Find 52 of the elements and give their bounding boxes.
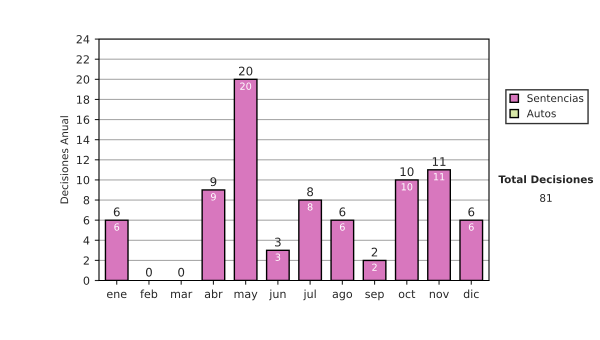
total-label: 6 [468, 207, 474, 216]
y-tick-label: 14 [77, 136, 90, 144]
total-label: 10 [400, 167, 414, 176]
y-tick-label: 4 [83, 236, 90, 244]
x-tick-label: ago [332, 292, 352, 300]
x-tick-label: dic [464, 290, 479, 298]
data-label: 8 [308, 203, 313, 211]
data-label: 2 [372, 264, 377, 271]
legend-label: Autos [526, 110, 556, 118]
data-label: 9 [210, 193, 216, 201]
total-label: 6 [339, 207, 346, 216]
data-label: 3 [276, 254, 280, 261]
y-tick-label: 10 [77, 176, 90, 184]
y-tick-label: 18 [77, 95, 90, 104]
y-tick-label: 8 [84, 196, 90, 204]
total-label: 11 [432, 157, 446, 166]
x-tick-label: ene [106, 292, 126, 298]
total-label: 0 [178, 268, 184, 277]
x-tick-label: jul [303, 290, 316, 300]
y-tick-label: 6 [84, 216, 90, 225]
data-label: 6 [468, 223, 474, 231]
data-label: 10 [402, 183, 412, 190]
x-tick-label: jun [269, 290, 286, 300]
x-tick-label: sep [365, 292, 384, 300]
total-label: 0 [146, 268, 152, 277]
y-tick-label: 20 [76, 75, 90, 84]
y-tick-label: 16 [77, 116, 90, 124]
x-tick-label: feb [140, 290, 158, 298]
total-label: 6 [114, 207, 120, 216]
data-label: 6 [340, 223, 345, 231]
x-tick-label: abr [204, 290, 223, 298]
x-tick-label: nov [430, 292, 449, 298]
total-label: 20 [239, 66, 252, 76]
legend-label: Sentencias [527, 94, 584, 102]
total-label: 8 [307, 187, 314, 196]
y-tick-label: 22 [76, 55, 89, 64]
x-tick-label: oct [398, 290, 416, 298]
y-axis-title: Decisiones Anual [60, 116, 68, 204]
y-tick-label: 2 [84, 256, 89, 265]
y-tick-label: 12 [77, 156, 89, 164]
y-tick-label: 0 [84, 276, 90, 285]
text: 81 [540, 194, 552, 202]
data-label: 20 [240, 82, 252, 90]
total-label: 3 [275, 238, 281, 247]
data-label: 6 [114, 223, 120, 231]
y-tick-label: 24 [76, 35, 90, 44]
total-label: 2 [372, 248, 378, 256]
text: Total Decisiones [498, 175, 594, 184]
x-tick-label: mar [171, 292, 192, 298]
total-label: 9 [210, 177, 216, 186]
data-label: 11 [434, 173, 444, 180]
x-tick-label: may [234, 292, 258, 300]
